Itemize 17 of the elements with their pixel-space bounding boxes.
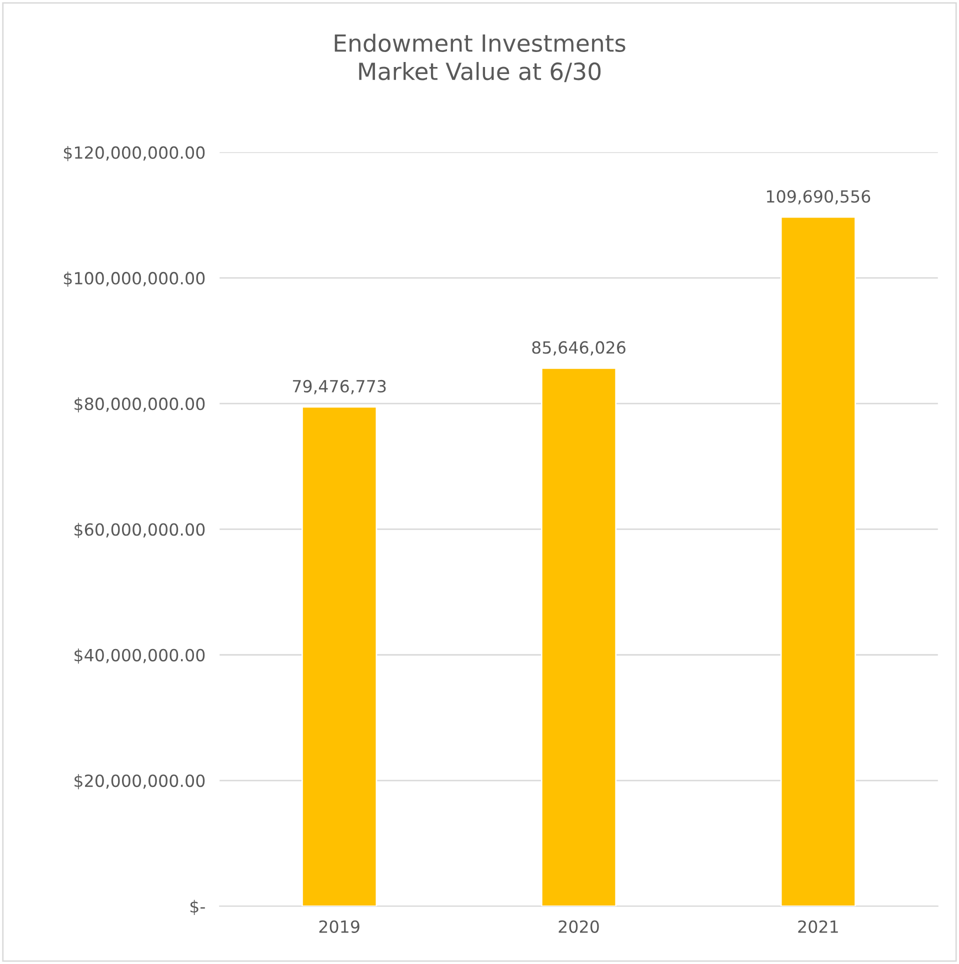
bar [540, 367, 617, 906]
data-label: 109,690,556 [767, 190, 870, 204]
x-tick-label: 2019 [319, 920, 360, 933]
chart-title: Endowment Investments Market Value at 6/30 [334, 34, 626, 82]
bar [780, 216, 856, 906]
y-tick-label: $120,000,000.00 [64, 146, 205, 162]
bar [302, 406, 378, 906]
y-tick-label: $60,000,000.00 [74, 522, 205, 538]
data-label: 85,646,026 [532, 341, 626, 356]
x-tick-label: 2020 [558, 920, 599, 933]
data-label: 79,476,773 [292, 380, 386, 394]
x-tick-label: 2021 [798, 920, 838, 933]
y-tick-label: $20,000,000.00 [74, 774, 205, 790]
y-tick-label: $80,000,000.00 [74, 397, 205, 412]
y-tick-label: $100,000,000.00 [64, 272, 205, 287]
y-tick-label: $40,000,000.00 [74, 648, 205, 664]
y-tick-label: $- [190, 900, 205, 915]
